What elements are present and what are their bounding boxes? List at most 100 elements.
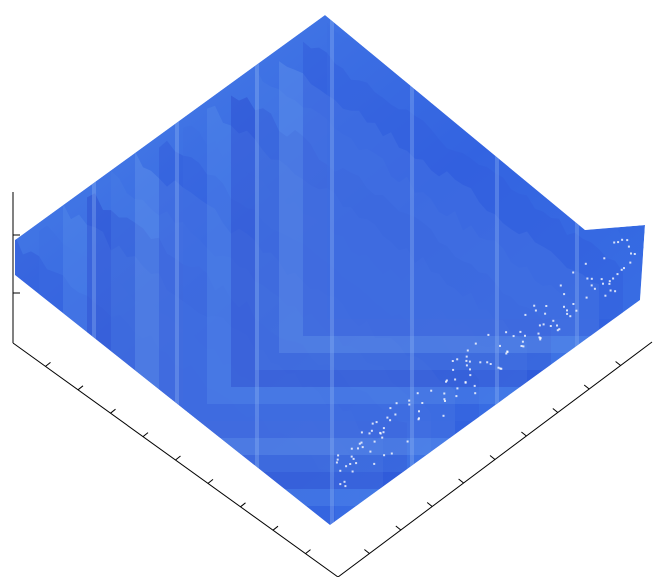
surface-speckle xyxy=(559,284,562,287)
surface-speckle xyxy=(421,402,424,404)
surface-speckle xyxy=(505,352,508,355)
surface-speckle xyxy=(558,328,561,331)
surface-speckle xyxy=(552,319,555,322)
surface-speckle xyxy=(455,395,458,398)
surface-speckle xyxy=(545,305,548,307)
y-tick xyxy=(426,502,433,507)
surface-speckle xyxy=(633,253,636,255)
surface-speckle xyxy=(629,261,632,264)
surface-speckle xyxy=(408,403,411,406)
surface-speckle xyxy=(350,455,353,458)
surface-speckle xyxy=(506,350,509,353)
surface-speckle xyxy=(617,241,620,244)
surface-speckle xyxy=(465,355,468,358)
y-tick xyxy=(521,431,527,437)
surface-streak xyxy=(575,15,579,525)
surface-speckle xyxy=(499,344,501,347)
surface-speckle xyxy=(408,399,411,402)
surface-speckle xyxy=(474,392,477,395)
surface-speckle xyxy=(539,338,542,341)
surface-speckle xyxy=(566,312,569,315)
surface-speckle xyxy=(336,458,339,461)
surface-speckle xyxy=(566,309,568,312)
surface-speckle xyxy=(487,333,490,336)
surface-speckle xyxy=(339,469,342,472)
surface-speckle xyxy=(416,392,419,395)
surface-speckle xyxy=(539,337,542,339)
surface-speckle xyxy=(373,440,376,443)
surface-speckle xyxy=(584,262,587,265)
surface-speckle xyxy=(479,361,482,364)
surface-speckle xyxy=(456,387,459,390)
surface-ridge xyxy=(207,104,527,404)
surface-speckle xyxy=(361,446,364,449)
surface-ridge xyxy=(183,121,503,421)
surface-speckle xyxy=(465,359,468,362)
surface-ridge xyxy=(303,36,623,336)
y-tick xyxy=(615,361,621,366)
surface-speckle xyxy=(352,457,355,460)
surface-speckle xyxy=(456,358,459,361)
x-tick xyxy=(175,455,181,461)
y-tick xyxy=(489,455,496,460)
surface-ridge xyxy=(279,53,599,353)
surface-speckle xyxy=(443,398,446,401)
surface-speckle xyxy=(373,462,376,465)
x-tick xyxy=(207,479,214,484)
surface-speckle xyxy=(358,442,361,445)
surface-speckle xyxy=(474,342,477,345)
surface-speckle xyxy=(524,334,526,337)
surface-speckle xyxy=(533,304,536,307)
surface-speckle xyxy=(521,340,524,343)
surface-speckle xyxy=(556,329,559,332)
surface-speckle xyxy=(369,450,372,453)
surface-speckle xyxy=(465,364,468,367)
surface-speckle xyxy=(600,278,603,281)
surface-speckle xyxy=(468,360,471,363)
surface-speckle xyxy=(355,462,358,465)
surface-speckle xyxy=(343,480,346,483)
x-tick xyxy=(240,502,246,508)
x-tick xyxy=(272,525,279,531)
surface-speckle xyxy=(469,374,472,377)
surface-speckle xyxy=(524,313,527,316)
surface-speckle xyxy=(382,427,385,430)
surface-speckle xyxy=(614,290,617,293)
surface-speckle xyxy=(522,345,525,348)
surface-speckle xyxy=(626,239,629,242)
surface-speckle xyxy=(544,312,547,315)
surface-streak xyxy=(410,15,414,525)
surface-speckle xyxy=(489,363,492,365)
surface-speckle xyxy=(370,429,373,432)
surface-speckle xyxy=(375,421,378,424)
surface-speckle xyxy=(349,463,352,465)
surface-ridge xyxy=(135,151,455,455)
surface-speckle xyxy=(497,366,500,369)
surface-streak xyxy=(330,15,334,525)
surface-speckle xyxy=(469,368,471,371)
surface-speckle xyxy=(350,447,353,450)
surface xyxy=(15,15,645,525)
surface-speckle xyxy=(519,330,522,333)
surface-speckle xyxy=(452,368,455,371)
surface-speckle xyxy=(616,273,619,276)
surface-speckle xyxy=(351,470,354,473)
x-tick xyxy=(77,385,84,391)
surface-speckle xyxy=(443,392,446,395)
surface-speckle xyxy=(608,280,611,283)
surface-speckle xyxy=(590,284,593,287)
surface-speckle xyxy=(520,345,523,347)
surface-speckle xyxy=(395,402,398,405)
surface-speckle xyxy=(590,277,593,280)
surface-ridge xyxy=(327,19,645,319)
surface-speckle xyxy=(451,360,454,362)
surface-speckle xyxy=(445,380,447,383)
surface-speckle xyxy=(623,267,625,270)
surface-speckle xyxy=(360,431,363,434)
surface-speckle xyxy=(430,389,433,392)
surface-speckle xyxy=(368,432,371,435)
surface-speckle xyxy=(572,271,575,274)
surface-speckle xyxy=(389,419,392,422)
